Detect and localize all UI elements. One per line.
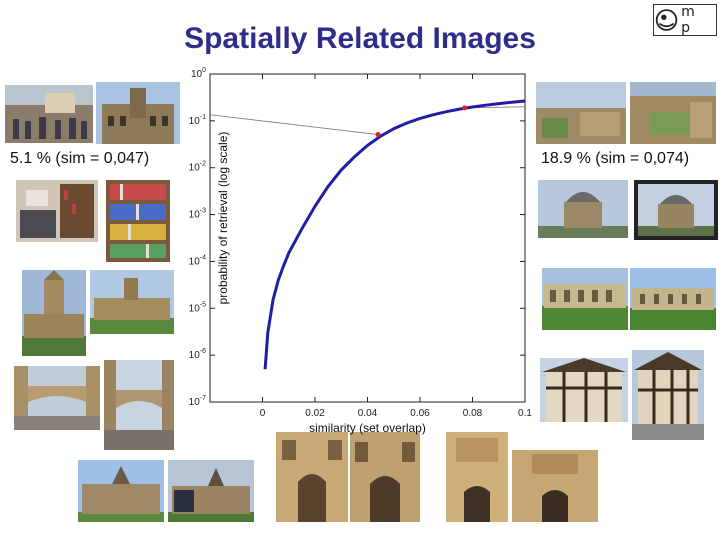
probability-curve [263,99,526,370]
x-tick-label: 0 [260,408,266,419]
office-interior-photo-icon [16,180,98,242]
y-axis-label: probability of retrieval (log scale) [216,132,230,305]
photo-aerial-1 [536,82,626,144]
street-crowd-photo-icon [5,85,93,143]
y-tick-label: 10-1 [189,114,206,127]
y-tick-label: 100 [191,67,206,80]
tudor-house-photo-icon [632,350,704,440]
tudor-house-photo-icon [540,358,628,422]
photo-bridge-of-sighs-2 [104,360,174,450]
chart-svg: 0 0.02 0.04 0.06 0.08 0.1 100 10-1 10-2 10-3 10-4 1… [189,67,533,435]
aerial-photo-icon [630,82,716,144]
highlight-point [375,132,381,138]
logo: m p [653,4,717,36]
doorway-photo-icon [350,432,420,522]
bookshelf-photo-icon [106,180,170,262]
left-similarity-caption: 5.1 % (sim = 0,047) [10,150,150,167]
bridge-photo-icon [14,366,100,430]
photo-library-gate-1 [446,432,508,522]
logo-letters: m p [681,4,699,36]
plot-area [209,73,526,403]
photo-tudor-house-1 [540,358,628,422]
photo-office-interior [16,180,98,242]
bridge-photo-icon [104,360,174,450]
photo-street-crowd [5,85,93,143]
museum-photo-icon [78,460,164,522]
dome-photo-icon [538,180,628,238]
doorway-photo-icon [276,432,348,522]
x-tick-label: 0.06 [410,408,430,419]
photo-tom-tower [22,270,86,356]
y-tick-label: 10-2 [189,161,206,174]
x-tick-label: 0.1 [518,408,532,419]
photo-museum-1 [78,460,164,522]
photo-lawn-building-1 [542,268,628,330]
x-tick-label: 0.02 [305,408,325,419]
y-tick-label: 10-6 [189,348,206,361]
photo-tudor-house-2 [632,350,704,440]
photo-bookshelf [106,180,170,262]
y-tick-label: 10-5 [189,301,206,314]
aerial-photo-icon [536,82,626,144]
photo-radcliffe-1 [538,180,628,238]
college-quad-photo-icon [90,270,174,334]
photo-radcliffe-2 [634,180,718,240]
tower-photo-icon [22,270,86,356]
x-axis-label: similarity (set overlap) [309,421,426,435]
college-facade-photo-icon [96,82,180,144]
highlight-point [462,105,468,111]
bottom-strip [0,523,720,540]
dome-photo-icon [634,180,718,240]
slide-title: Spatially Related Images [184,22,536,55]
lawn-building-photo-icon [630,268,716,330]
photo-college-facade [96,82,180,144]
logo-face-icon [655,9,678,31]
x-tick-label: 0.08 [463,408,483,419]
gate-photo-icon [446,432,508,522]
photo-aerial-2 [630,82,716,144]
photo-bridge-of-sighs-1 [14,366,100,430]
photo-library-gate-2 [512,450,598,522]
y-tick-label: 10-4 [189,254,206,267]
photo-doorway-1 [276,432,348,522]
y-tick-label: 10-3 [189,208,206,221]
right-similarity-caption: 18.9 % (sim = 0,074) [541,150,690,167]
retrieval-probability-chart: 0 0.02 0.04 0.06 0.08 0.1 100 10-1 10-2 10-3 10-4 1… [180,60,540,440]
photo-museum-2 [168,460,254,522]
lawn-building-photo-icon [542,268,628,330]
photo-doorway-2 [350,432,420,522]
x-tick-label: 0.04 [358,408,378,419]
photo-lawn-building-2 [630,268,716,330]
y-tick-label: 10-7 [189,395,206,408]
photo-college-quad [90,270,174,334]
museum-photo-icon [168,460,254,522]
gate-photo-icon [512,450,598,522]
annotation-line [209,114,379,135]
